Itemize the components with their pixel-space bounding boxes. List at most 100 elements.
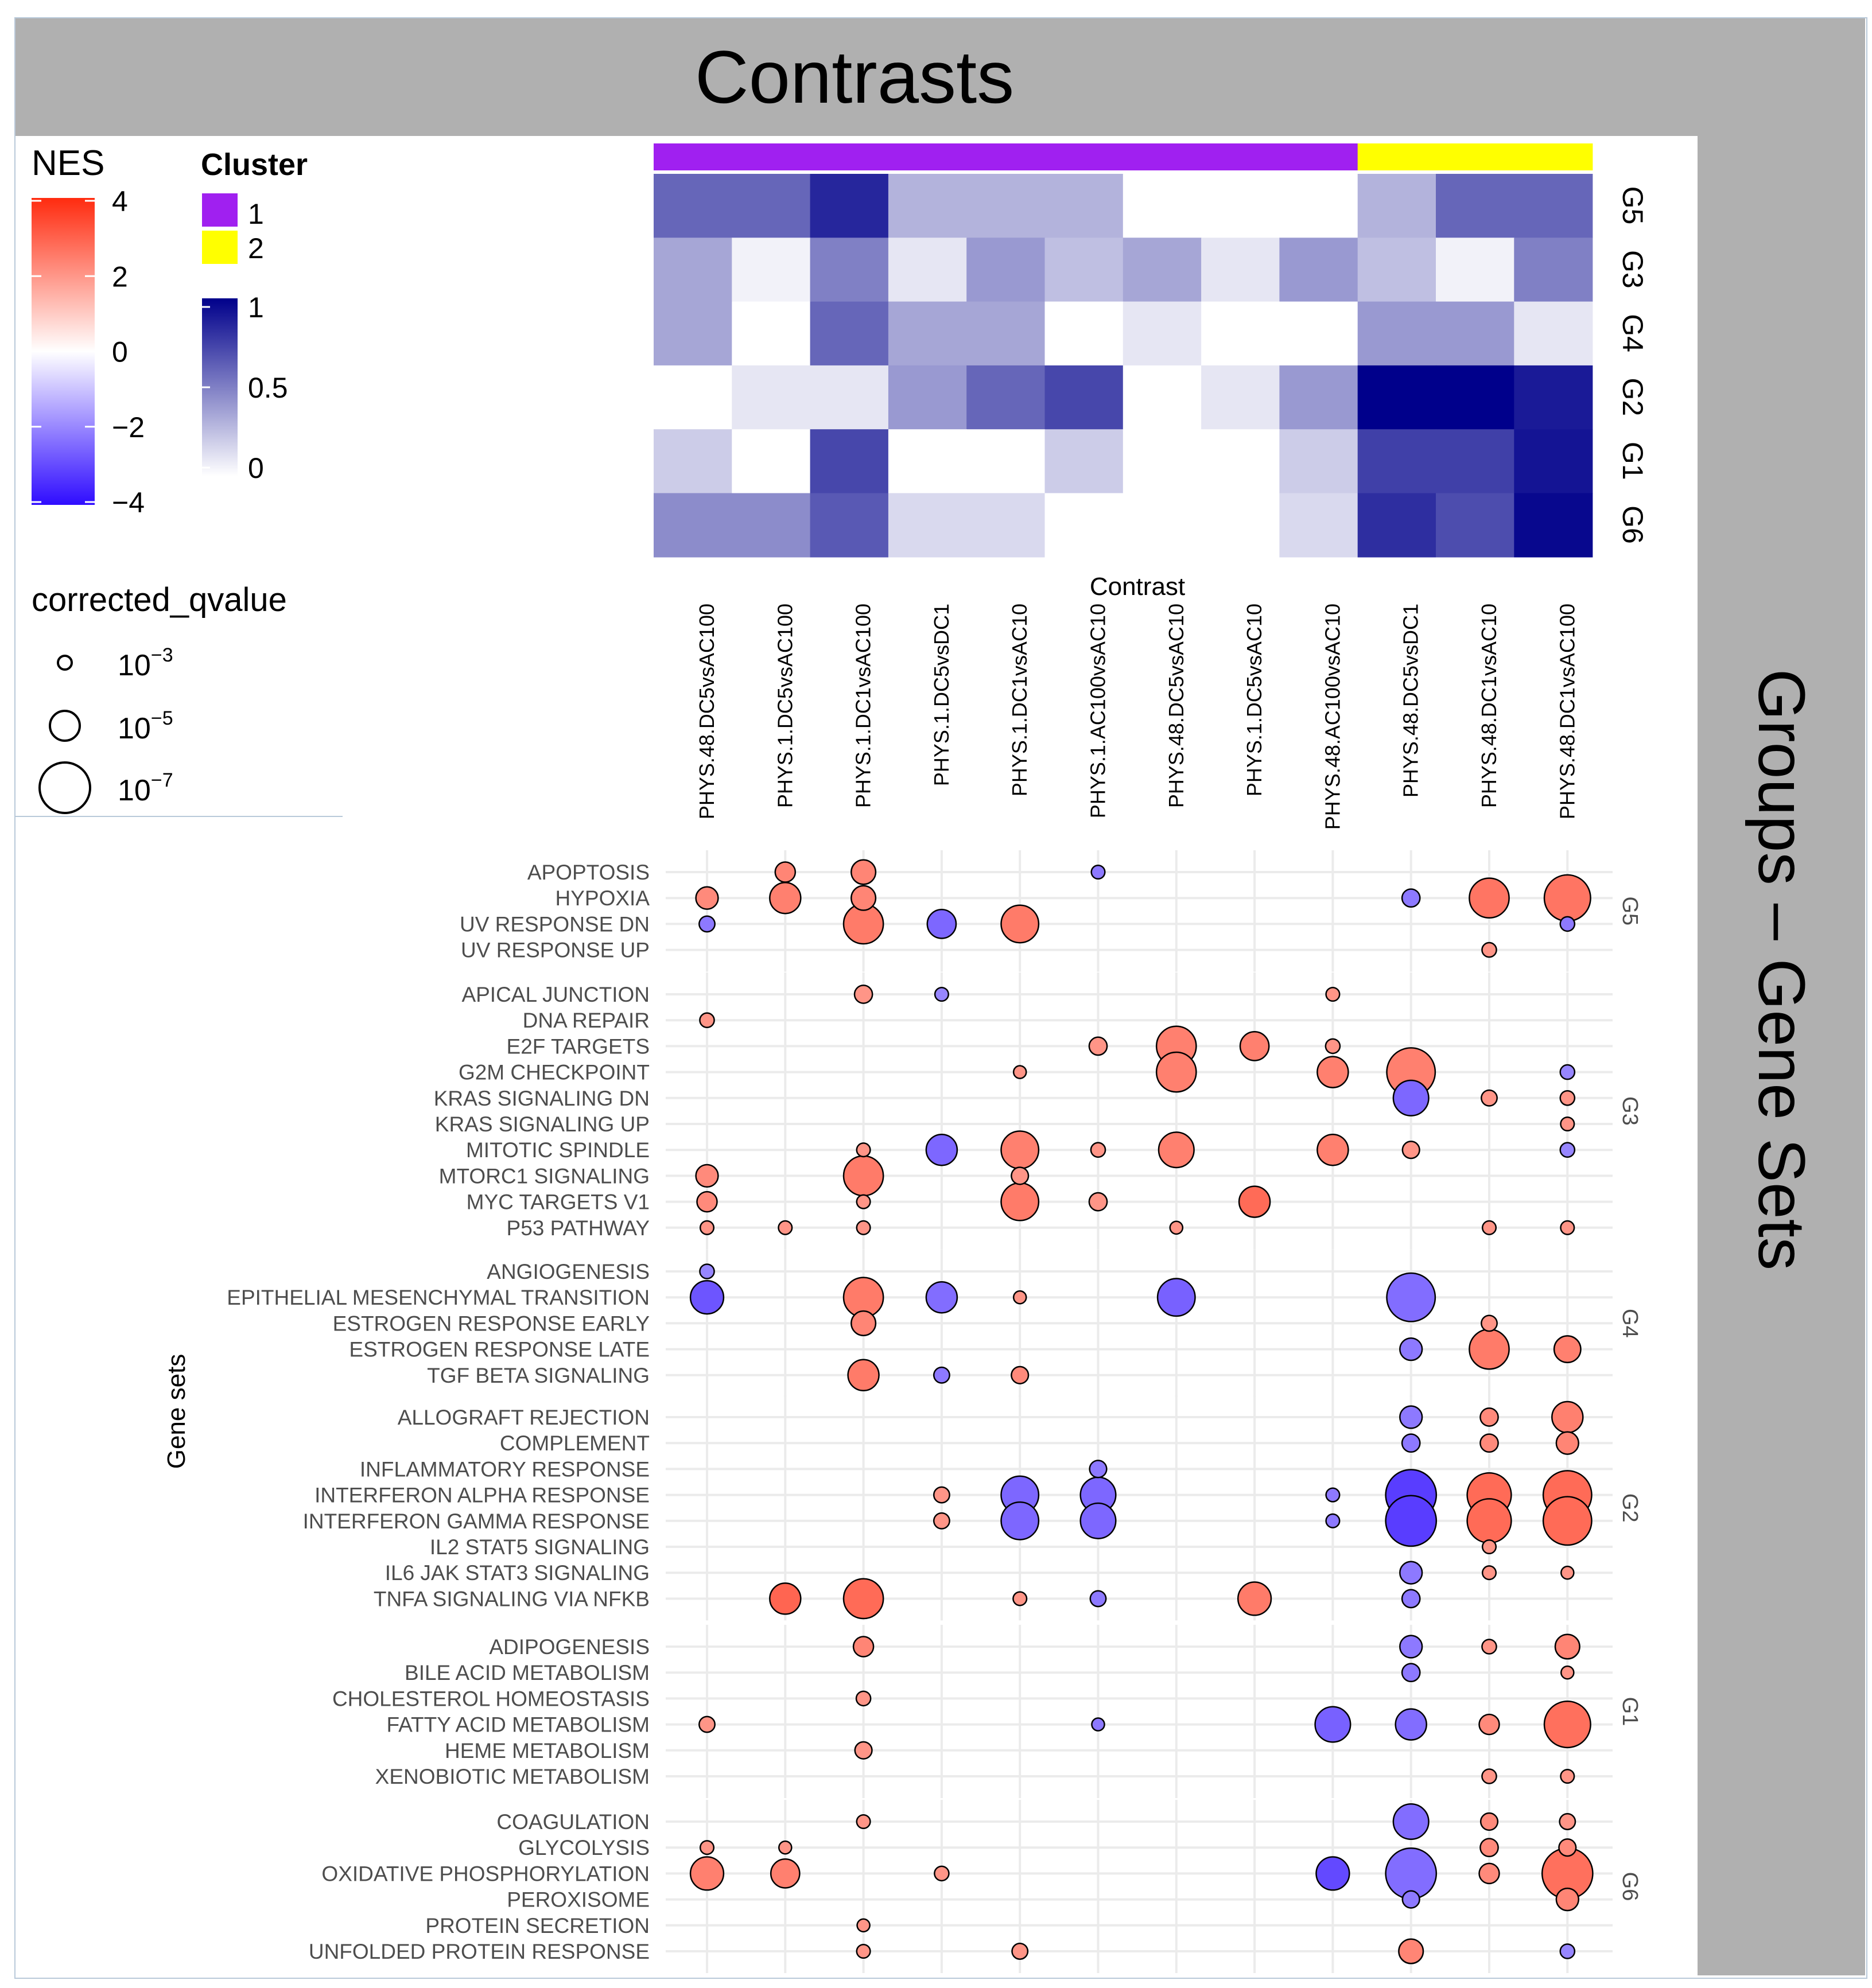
bubble-point — [842, 1155, 884, 1197]
bubble-point — [1011, 1943, 1029, 1960]
nes-tick-label: −2 — [112, 411, 145, 443]
bubble-point — [1325, 1038, 1341, 1055]
heatmap-cell — [654, 493, 733, 558]
qvalue-legend-title: corrected_qvalue — [32, 581, 287, 618]
bubble-point — [1481, 1089, 1498, 1107]
nes-colorbar — [32, 198, 95, 505]
cluster-bar-cell — [1436, 143, 1515, 170]
bubble-point — [1156, 1278, 1196, 1317]
bubble-point — [1466, 1498, 1512, 1544]
bubble-point — [1325, 1513, 1341, 1528]
bubble-point — [1079, 1502, 1117, 1539]
bubble-point — [850, 859, 877, 885]
gene-set-label: COMPLEMENT — [500, 1431, 650, 1455]
scale-tick-label: 1 — [248, 291, 264, 324]
bubble-point — [1090, 864, 1106, 880]
heatmap-cell — [810, 301, 889, 366]
bubble-point — [698, 1715, 716, 1733]
bubble-point — [1479, 1838, 1499, 1858]
bubble-point — [1559, 1064, 1576, 1080]
heatmap-cell — [1357, 301, 1436, 366]
bubble-point — [1554, 1633, 1580, 1660]
cluster-2-label: 2 — [248, 232, 264, 264]
gene-set-label: P53 PATHWAY — [507, 1216, 650, 1240]
bubble-point — [933, 1486, 950, 1504]
right-band — [1698, 18, 1865, 1975]
gene-set-label: INTERFERON ALPHA RESPONSE — [314, 1484, 650, 1507]
heatmap-cell — [966, 174, 1046, 238]
heatmap-cell — [732, 174, 811, 238]
heatmap-cell — [732, 365, 811, 430]
bubble-point — [854, 1741, 873, 1760]
group-label: G2 — [1618, 1493, 1642, 1523]
bubble-point — [1478, 1713, 1500, 1736]
bubble-point — [1479, 1407, 1499, 1427]
heatmap-cell — [732, 493, 811, 558]
group-label: G4 — [1618, 1309, 1642, 1338]
group-label: G5 — [1618, 896, 1642, 925]
bubble-point — [769, 881, 802, 915]
bubble-point — [856, 1814, 871, 1830]
top-band — [15, 18, 1865, 136]
bubble-point — [1559, 1090, 1576, 1106]
gene-set-label: IL2 STAT5 SIGNALING — [430, 1535, 650, 1559]
bubble-point — [1399, 1337, 1423, 1361]
heatmap-cell — [810, 174, 889, 238]
heatmap-cell — [1514, 365, 1593, 430]
bubble-point — [1469, 1328, 1510, 1370]
heatmap-cell — [966, 301, 1046, 366]
heatmap-cell — [1357, 365, 1436, 430]
heatmap-cell — [1123, 493, 1202, 558]
nes-legend-title: NES — [32, 143, 104, 183]
contrast-label: PHYS.1.DC1vsAC100 — [852, 604, 875, 808]
heatmap-row-label: G2 — [1617, 378, 1649, 417]
heatmap-cell — [1436, 238, 1515, 302]
bubble-point — [778, 1840, 793, 1855]
cluster-bar-cell — [888, 143, 967, 170]
bubble-point — [1481, 1539, 1497, 1555]
bubble-point — [1090, 1142, 1106, 1158]
bubble-point — [1401, 1663, 1421, 1683]
bubble-point — [847, 1359, 880, 1392]
gene-set-label: HYPOXIA — [556, 886, 650, 910]
bubble-point — [1169, 1220, 1184, 1235]
qvalue-legend-label: 10−3 — [118, 644, 173, 682]
heatmap-cell — [1279, 493, 1358, 558]
bubble-point — [1385, 1495, 1438, 1547]
heatmap-cell — [1436, 301, 1515, 366]
heatmap-cell — [1201, 429, 1280, 494]
gene-set-label: UV RESPONSE DN — [460, 912, 650, 936]
heatmap-cell — [1044, 301, 1124, 366]
gene-set-label: ADIPOGENESIS — [489, 1635, 650, 1659]
bubble-point — [1089, 1590, 1107, 1608]
contrast-label: PHYS.1.AC100vsAC10 — [1086, 604, 1110, 818]
heatmap-cell — [1044, 493, 1124, 558]
nes-ticks: 4 2 0 −2 −4 — [32, 185, 145, 519]
gene-set-label: APICAL JUNCTION — [461, 983, 650, 1006]
gene-set-label: UNFOLDED PROTEIN RESPONSE — [309, 1940, 650, 1963]
heatmap-row-label: G5 — [1617, 186, 1649, 225]
heatmap-cell — [810, 365, 889, 430]
heatmap-cell — [1436, 174, 1515, 238]
gene-set-label: ESTROGEN RESPONSE LATE — [349, 1338, 650, 1361]
bubble-point — [1481, 1565, 1497, 1581]
gene-set-label: PEROXISOME — [507, 1888, 650, 1912]
bubble-point — [1399, 1561, 1423, 1585]
heatmap-cell — [966, 365, 1046, 430]
bubble-point — [1000, 1501, 1040, 1540]
contrast-label: PHYS.48.DC1vsAC100 — [1555, 604, 1579, 819]
gene-set-label: FATTY ACID METABOLISM — [387, 1713, 650, 1737]
bubble-point — [842, 1578, 884, 1620]
bubble-point — [1559, 1943, 1576, 1959]
bubble-point — [852, 1636, 875, 1658]
gene-set-label: GLYCOLYSIS — [518, 1836, 650, 1859]
heatmap-cell — [1123, 429, 1202, 494]
bubble-point — [856, 1220, 871, 1235]
bubble-point — [856, 1194, 871, 1209]
gene-set-label: KRAS SIGNALING UP — [435, 1112, 650, 1136]
bubble-point — [1558, 1838, 1577, 1857]
bubble-point — [1398, 1938, 1424, 1964]
heatmap-cell — [732, 301, 811, 366]
scale-ticks: 10.50 — [202, 291, 288, 484]
